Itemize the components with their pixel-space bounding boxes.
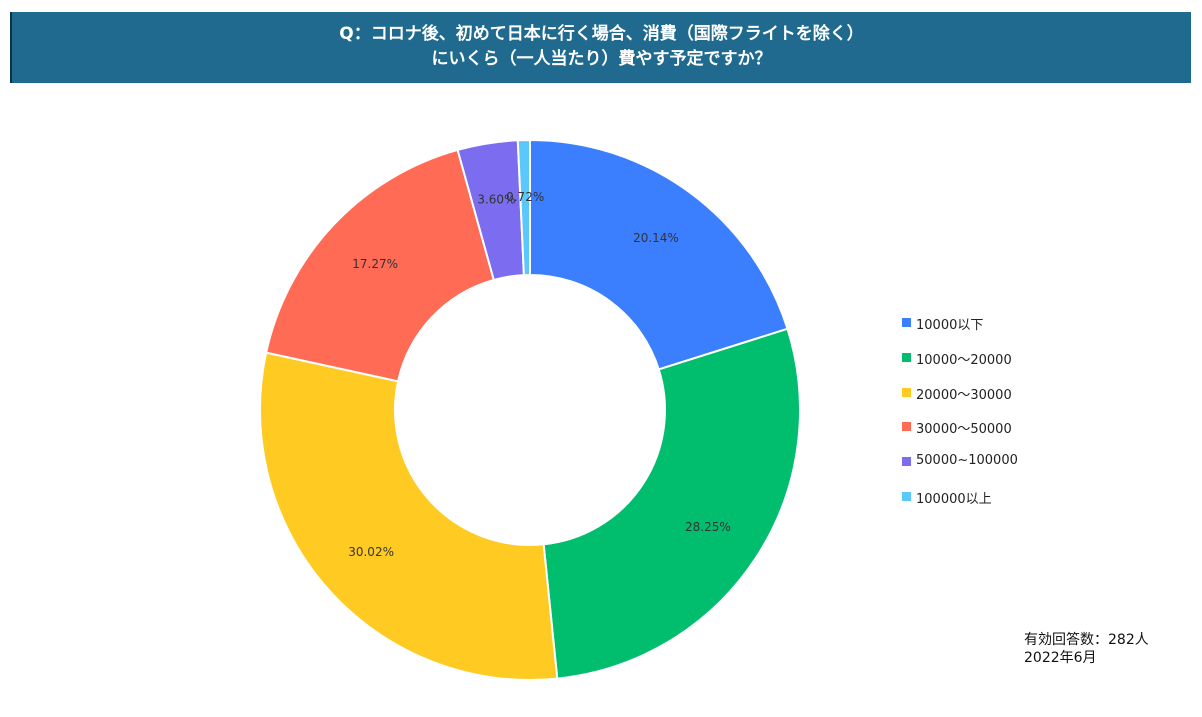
donut-slice-labels: 20.14% 28.25% 30.02% 17.27% 3.60%0.72% xyxy=(348,190,731,559)
legend-label-6: 100000以上 xyxy=(916,491,992,507)
chart-legend: 10000以下 10000～20000 20000～30000 30000～50000… xyxy=(902,314,1018,523)
slice-label-1: 20.14% xyxy=(633,231,679,245)
legend-item-4: 30000～50000 xyxy=(902,418,1018,453)
legend-swatch-1 xyxy=(902,318,911,327)
legend-label-4: 30000～50000 xyxy=(916,422,1012,438)
survey-date: 2022年6月 xyxy=(1024,650,1097,666)
legend-item-2: 10000～20000 xyxy=(902,349,1018,384)
donut-slices xyxy=(259,138,801,681)
slice-label-5: 3.60% xyxy=(477,193,515,207)
legend-item-5: 50000~100000 xyxy=(902,453,1018,488)
chart-title-line-2: にいくら（一人当たり）費やす予定ですか？ xyxy=(431,49,772,69)
legend-swatch-3 xyxy=(902,387,911,397)
legend-label-2: 10000～20000 xyxy=(916,352,1012,368)
legend-item-1: 10000以下 xyxy=(902,314,1018,349)
legend-item-3: 20000～30000 xyxy=(902,384,1018,419)
slice-4 xyxy=(264,148,496,383)
legend-item-6: 100000以上 xyxy=(902,488,1018,523)
respondent-count: 有効回答数：282人 xyxy=(1024,632,1149,648)
legend-label-1: 10000以下 xyxy=(916,318,984,333)
slice-label-2: 28.25% xyxy=(685,520,731,534)
slice-3 xyxy=(259,351,559,681)
slice-label-4: 17.27% xyxy=(352,257,398,271)
footnote: 有効回答数：282人 2022年6月 xyxy=(1024,631,1149,667)
slice-1 xyxy=(529,138,789,371)
slice-label-3: 30.02% xyxy=(348,545,394,559)
chart-title-banner: Q：コロナ後、初めて日本に行く場合、消費（国際フライトを除く） にいくら（一人当… xyxy=(10,12,1191,83)
legend-label-3: 20000～30000 xyxy=(916,387,1012,403)
legend-swatch-5 xyxy=(902,457,911,467)
legend-swatch-4 xyxy=(902,422,911,432)
slice-2 xyxy=(542,327,801,680)
legend-label-5: 50000~100000 xyxy=(916,453,1018,469)
legend-swatch-6 xyxy=(902,491,911,501)
chart-title-line-1: Q：コロナ後、初めて日本に行く場合、消費（国際フライトを除く） xyxy=(339,24,864,44)
slice-6 xyxy=(516,138,531,277)
slice-label-6: 0.72% xyxy=(506,190,544,204)
legend-swatch-2 xyxy=(902,352,911,362)
